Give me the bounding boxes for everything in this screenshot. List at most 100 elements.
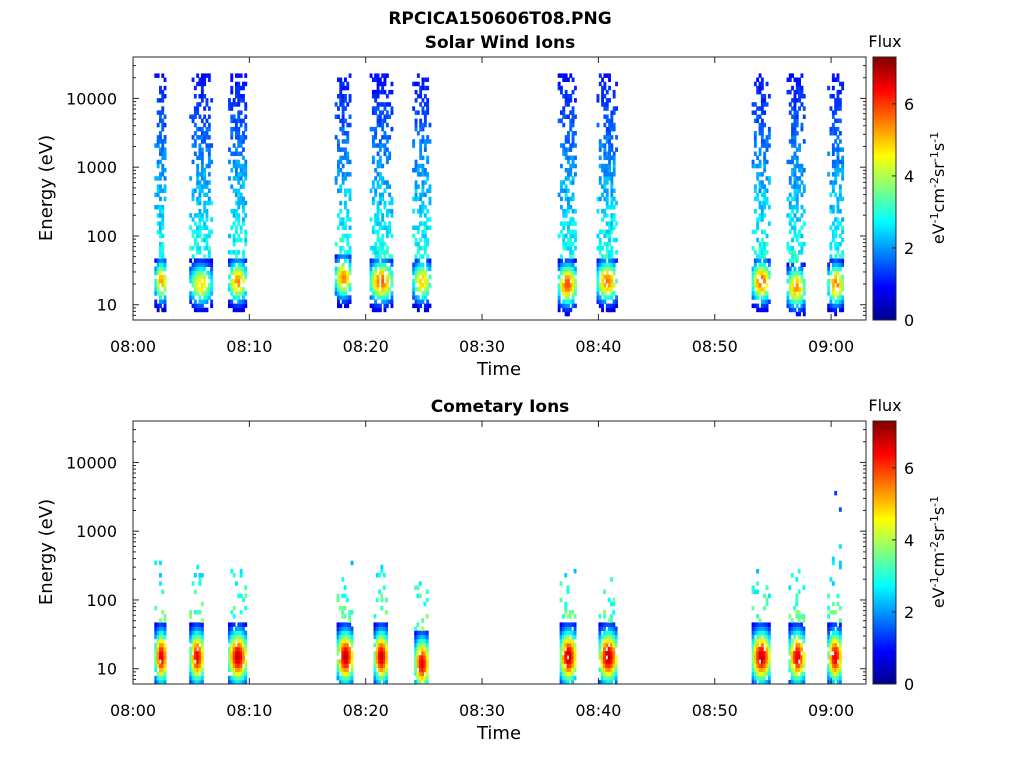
spectrogram-cell <box>571 283 575 288</box>
spectrogram-cell <box>831 159 835 165</box>
spectrogram-cell <box>191 266 195 272</box>
spectrogram-cell <box>416 246 420 251</box>
spectrogram-cell <box>428 139 432 144</box>
spectrogram-cell <box>571 122 575 128</box>
spectrogram-cell <box>416 168 420 173</box>
spectrogram-cell <box>346 250 350 255</box>
spectrogram-cell <box>418 675 422 681</box>
spectrogram-cell <box>348 225 352 230</box>
spectrogram-cell <box>235 634 238 640</box>
spectrogram-cell <box>419 266 423 272</box>
spectrogram-cell <box>339 287 343 292</box>
spectrogram-cell <box>569 172 573 177</box>
spectrogram-cell <box>765 81 769 87</box>
spectrogram-cell <box>571 287 575 292</box>
spectrogram-cell <box>793 659 796 664</box>
spectrogram-cell <box>230 287 234 292</box>
spectrogram-cell <box>567 176 570 181</box>
spectrogram-cell <box>159 622 162 627</box>
spectrogram-cell <box>557 85 561 91</box>
spectrogram-cell <box>562 262 566 267</box>
spectrogram-cell <box>339 188 343 193</box>
spectrogram-cell <box>603 241 607 247</box>
spectrogram-cell <box>412 139 416 144</box>
spectrogram-cell <box>159 278 162 284</box>
spectrogram-cell <box>790 638 794 644</box>
spectrogram-cell <box>841 287 845 292</box>
spectrogram-cell <box>339 94 343 99</box>
spectrogram-cell <box>765 630 769 636</box>
spectrogram-cell <box>786 278 790 284</box>
spectrogram-cell <box>198 102 202 107</box>
spectrogram-cell <box>414 237 418 243</box>
spectrogram-cell <box>795 287 799 292</box>
spectrogram-cell <box>242 626 245 631</box>
spectrogram-cell <box>344 94 347 99</box>
spectrogram-cell <box>765 585 769 590</box>
spectrogram-cell <box>569 196 573 202</box>
spectrogram-cell <box>414 278 418 284</box>
spectrogram-cell <box>608 98 611 103</box>
spectrogram-cell <box>795 89 799 95</box>
spectrogram-cell <box>756 659 760 664</box>
spectrogram-cell <box>350 675 354 681</box>
x-tick-label: 08:40 <box>575 337 621 356</box>
spectrogram-cell <box>615 303 618 309</box>
spectrogram-cell <box>380 634 384 640</box>
colorbar-tick-label: 2 <box>904 603 914 622</box>
spectrogram-cell <box>564 311 568 317</box>
axis-ticks: 08:00 08:10 08:20 08:30 08:40 08:50 09:0010100… <box>66 420 866 720</box>
spectrogram-cell <box>756 287 760 292</box>
spectrogram-cell <box>230 638 234 644</box>
spectrogram-cell <box>793 651 796 656</box>
spectrogram-cell <box>763 159 767 165</box>
spectrogram-cell <box>156 287 160 292</box>
spectrogram-cell <box>385 659 388 664</box>
spectrogram-cell <box>163 85 167 91</box>
spectrogram-cell <box>791 143 794 148</box>
spectrogram-cell <box>610 122 614 128</box>
spectrogram-cell <box>416 209 420 214</box>
spectrogram-cell <box>423 110 427 115</box>
spectrogram-cell <box>571 176 575 181</box>
spectrogram-cell <box>421 85 425 91</box>
spectrogram-cell <box>793 622 796 627</box>
spectrogram-cell <box>378 634 381 640</box>
spectrogram-cell <box>786 213 790 218</box>
spectrogram-cell <box>829 204 833 210</box>
spectrogram-cell <box>559 626 563 631</box>
spectrogram-cell <box>567 291 570 296</box>
spectrogram-cell <box>341 610 345 615</box>
spectrogram-cell <box>827 634 831 640</box>
x-tick-label: 08:30 <box>459 337 505 356</box>
spectrogram-cell <box>608 266 611 272</box>
spectrogram-cell <box>198 663 202 668</box>
spectrogram-cell <box>156 221 160 226</box>
spectrogram-cell <box>793 98 797 103</box>
spectrogram-cell <box>421 655 425 660</box>
spectrogram-cell <box>827 303 831 309</box>
spectrogram-cell <box>159 634 162 640</box>
spectrogram-cell <box>836 163 840 169</box>
spectrogram-cell <box>608 241 611 247</box>
spectrogram-cell <box>378 655 381 660</box>
spectrogram-cell <box>385 114 389 119</box>
spectrogram-cell <box>232 675 236 681</box>
spectrogram-cell <box>344 287 347 292</box>
spectrogram-cell <box>569 204 573 210</box>
spectrogram-cell <box>163 299 167 304</box>
spectrogram-cell <box>237 176 241 181</box>
spectrogram-cell <box>380 651 384 656</box>
spectrogram-cell <box>382 626 386 631</box>
spectrogram-cell <box>381 143 385 148</box>
spectrogram-cell <box>765 626 769 631</box>
spectrogram-cell <box>569 94 573 99</box>
spectrogram-cell <box>334 266 338 272</box>
spectrogram-cell <box>346 159 350 165</box>
spectrogram-cell <box>380 593 384 599</box>
spectrogram-cell <box>760 237 764 243</box>
spectrogram-cell <box>612 168 616 173</box>
spectrogram-cell <box>339 303 343 309</box>
spectrogram-cell <box>237 638 241 644</box>
